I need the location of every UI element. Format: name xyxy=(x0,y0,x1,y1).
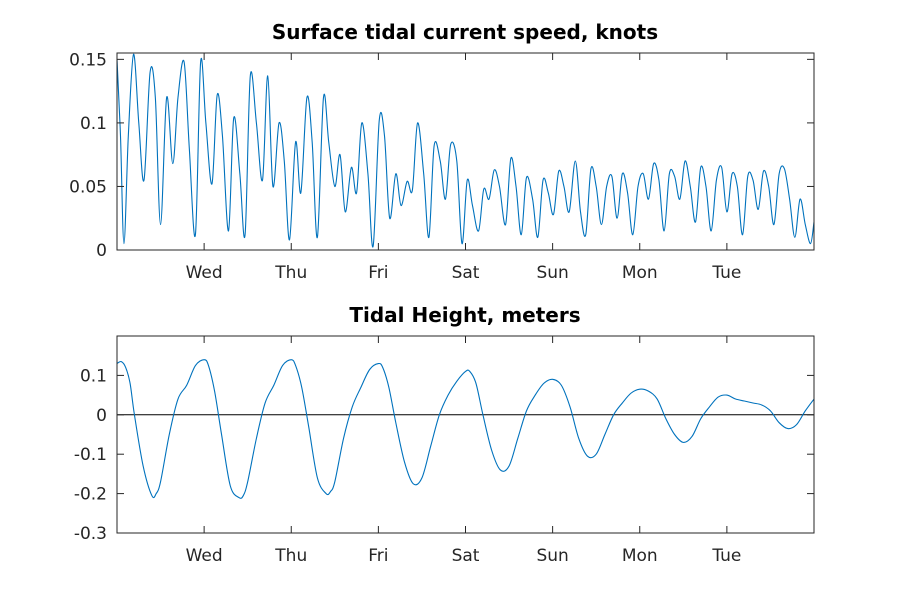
tidal-height-x-tick-label: Mon xyxy=(622,546,658,566)
tidal-height-x-tick-label: Sun xyxy=(536,546,568,566)
tidal-height-y-tick-label: -0.1 xyxy=(74,445,107,465)
tidal-height-x-tick-label: Fri xyxy=(368,546,388,566)
current-speed-x-tick-label: Thu xyxy=(274,263,307,283)
tidal-height-ticks: Wed Thu Fri Sat Sun Mon Tue -0.3 -0.2 -0.1 0 0.1 xyxy=(74,336,814,566)
current-speed-x-tick-label: Sun xyxy=(536,263,568,283)
tidal-height-title: Tidal Height, meters xyxy=(349,303,580,327)
tidal-height-y-tick-label: 0 xyxy=(96,406,107,426)
tidal-height-y-tick-label: -0.3 xyxy=(74,524,107,544)
current-speed-ticks: Wed Thu Fri Sat Sun Mon Tue 0 0.05 0.1 0.15 xyxy=(69,50,814,283)
current-speed-series xyxy=(117,53,814,248)
current-speed-y-tick-label: 0.05 xyxy=(69,177,107,197)
tidal-height-series xyxy=(117,359,814,499)
current-speed-title: Surface tidal current speed, knots xyxy=(272,20,658,44)
current-speed-x-tick-label: Wed xyxy=(186,263,223,283)
tidal-height-x-tick-label: Tue xyxy=(711,546,741,566)
tidal-height-chart: Tidal Height, meters Wed Thu Fri Sat Sun Mon T… xyxy=(74,303,815,566)
current-speed-series-line-0 xyxy=(117,53,814,248)
current-speed-x-tick-label: Tue xyxy=(711,263,741,283)
tidal-height-y-tick-label: 0.1 xyxy=(80,366,107,386)
tidal-height-series-line-0 xyxy=(117,359,814,499)
current-speed-x-tick-label: Fri xyxy=(368,263,388,283)
current-speed-y-tick-label: 0 xyxy=(96,241,107,261)
current-speed-y-tick-label: 0.15 xyxy=(69,50,107,70)
current-speed-y-tick-label: 0.1 xyxy=(80,114,107,134)
tidal-height-y-tick-label: -0.2 xyxy=(74,485,107,505)
current-speed-x-tick-label: Sat xyxy=(452,263,480,283)
tidal-height-x-tick-label: Sat xyxy=(452,546,480,566)
current-speed-chart: Surface tidal current speed, knots Wed Th… xyxy=(69,20,815,283)
current-speed-x-tick-label: Mon xyxy=(622,263,658,283)
tidal-height-x-tick-label: Wed xyxy=(186,546,223,566)
tidal-height-x-tick-label: Thu xyxy=(274,546,307,566)
